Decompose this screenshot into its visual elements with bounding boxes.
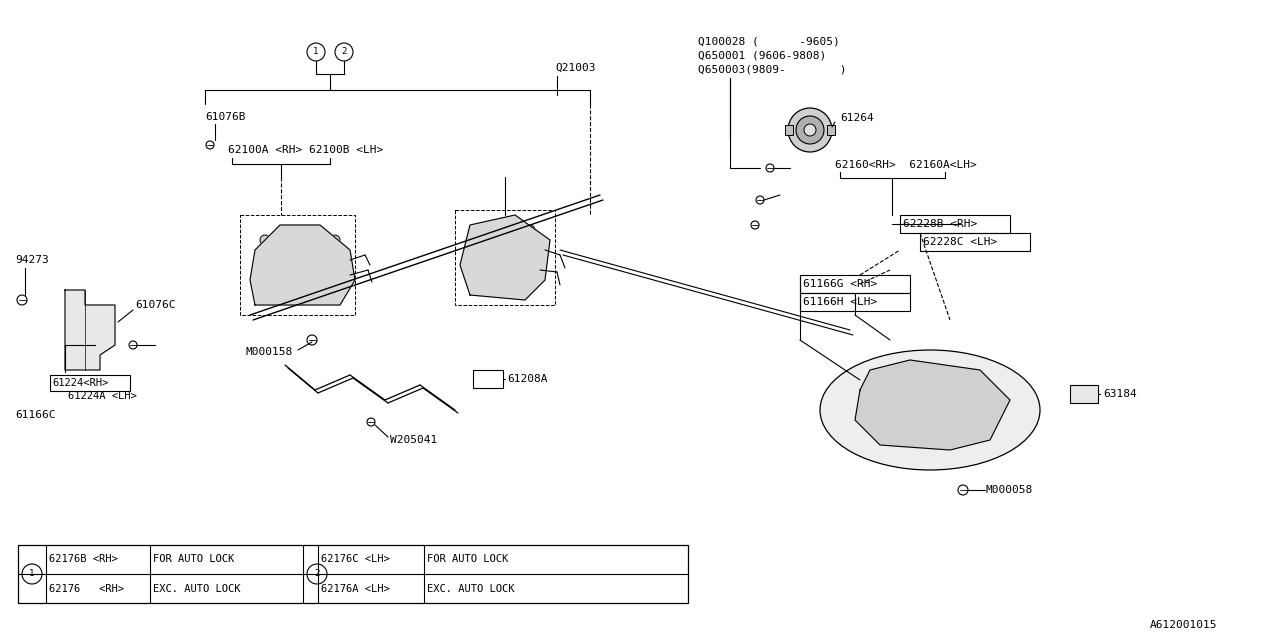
- Text: EXC. AUTO LOCK: EXC. AUTO LOCK: [428, 584, 515, 593]
- Bar: [50, 375, 131, 391]
- Text: 61076C: 61076C: [134, 300, 175, 310]
- Bar: [474, 370, 503, 388]
- Text: M000158: M000158: [244, 347, 292, 357]
- Text: 62176B <RH>: 62176B <RH>: [49, 554, 118, 564]
- Text: 62228C <LH>: 62228C <LH>: [923, 237, 997, 247]
- Polygon shape: [460, 215, 550, 300]
- Text: 2: 2: [315, 570, 320, 579]
- Text: 62160<RH>  62160A<LH>: 62160<RH> 62160A<LH>: [835, 160, 977, 170]
- Text: 62176   <RH>: 62176 <RH>: [49, 584, 124, 593]
- Circle shape: [276, 257, 314, 293]
- Circle shape: [887, 387, 893, 393]
- Text: 63184: 63184: [1103, 389, 1137, 399]
- Circle shape: [943, 373, 957, 387]
- Text: A612001015: A612001015: [1149, 620, 1217, 630]
- Bar: [1070, 385, 1098, 403]
- Text: M000058: M000058: [986, 485, 1032, 495]
- Polygon shape: [855, 360, 1010, 450]
- Circle shape: [804, 124, 817, 136]
- Text: 62100A <RH> 62100B <LH>: 62100A <RH> 62100B <LH>: [228, 145, 383, 155]
- Bar: [800, 275, 910, 293]
- Text: Q100028 (      -9605): Q100028 ( -9605): [698, 37, 840, 47]
- Text: 1: 1: [314, 47, 319, 56]
- Text: 61224A <LH>: 61224A <LH>: [68, 391, 137, 401]
- Text: FOR AUTO LOCK: FOR AUTO LOCK: [154, 554, 234, 564]
- Text: 61208A: 61208A: [507, 374, 548, 384]
- Circle shape: [285, 265, 305, 285]
- Bar: [827, 125, 835, 135]
- Bar: [920, 233, 1030, 251]
- Circle shape: [954, 428, 966, 442]
- Circle shape: [893, 428, 908, 442]
- Polygon shape: [65, 290, 115, 370]
- Text: W205041: W205041: [390, 435, 438, 445]
- Circle shape: [525, 225, 535, 235]
- Polygon shape: [250, 225, 355, 305]
- Text: 62228B <RH>: 62228B <RH>: [902, 219, 977, 229]
- Text: FOR AUTO LOCK: FOR AUTO LOCK: [428, 554, 508, 564]
- Bar: [800, 293, 910, 311]
- Circle shape: [947, 377, 954, 383]
- Text: 61166G <RH>: 61166G <RH>: [803, 279, 877, 289]
- Bar: [900, 215, 1010, 233]
- Circle shape: [330, 235, 340, 245]
- Text: 62176C <LH>: 62176C <LH>: [321, 554, 389, 564]
- Circle shape: [260, 235, 270, 245]
- Circle shape: [982, 412, 988, 418]
- Text: EXC. AUTO LOCK: EXC. AUTO LOCK: [154, 584, 241, 593]
- Text: 94273: 94273: [15, 255, 49, 265]
- Ellipse shape: [820, 350, 1039, 470]
- Circle shape: [330, 285, 340, 295]
- Text: 61264: 61264: [840, 113, 874, 123]
- Circle shape: [957, 432, 963, 438]
- Circle shape: [480, 225, 490, 235]
- Circle shape: [788, 108, 832, 152]
- Bar: [18, 545, 689, 603]
- Circle shape: [978, 408, 992, 422]
- Text: 61224<RH>: 61224<RH>: [52, 378, 109, 388]
- Bar: [454, 210, 556, 305]
- Circle shape: [897, 432, 902, 438]
- Text: 61166H <LH>: 61166H <LH>: [803, 297, 877, 307]
- Text: 62176A <LH>: 62176A <LH>: [321, 584, 389, 593]
- Circle shape: [265, 285, 275, 295]
- Circle shape: [883, 383, 897, 397]
- Bar: [241, 215, 355, 315]
- Circle shape: [796, 116, 824, 144]
- Text: 61076B: 61076B: [205, 112, 246, 122]
- Text: Q650001 (9606-9808): Q650001 (9606-9808): [698, 51, 827, 61]
- Text: Q650003(9809-        ): Q650003(9809- ): [698, 65, 846, 75]
- Text: Q21003: Q21003: [556, 63, 595, 73]
- Bar: [785, 125, 794, 135]
- Text: 61166C: 61166C: [15, 410, 55, 420]
- Text: 1: 1: [29, 570, 35, 579]
- Text: 2: 2: [342, 47, 347, 56]
